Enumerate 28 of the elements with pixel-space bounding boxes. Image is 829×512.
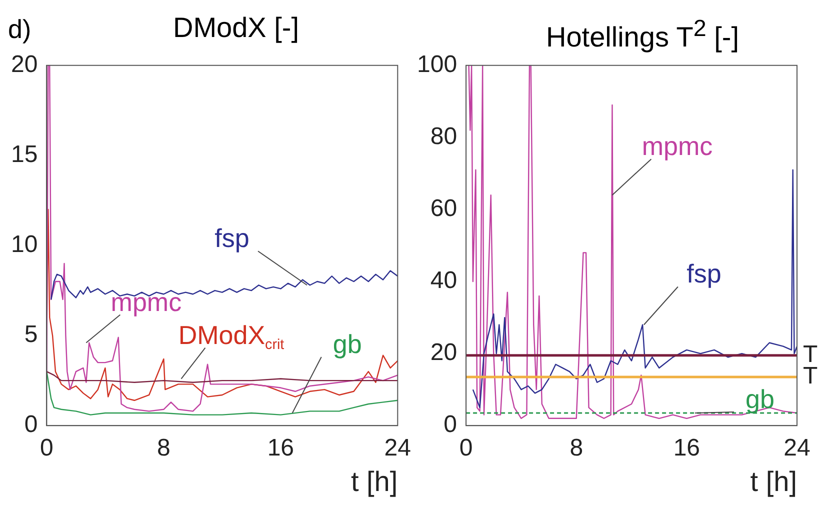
annotation: fsp: [214, 223, 250, 254]
x-tick-label: 24: [784, 434, 810, 462]
annotation: mpmc: [110, 286, 182, 317]
annotation: gb: [745, 384, 774, 414]
y-tick-label: 60: [430, 195, 458, 222]
chart-title: Hotellings T$^{2}$ [-]: [545, 14, 740, 52]
annotation: fsp: [686, 258, 722, 289]
y-tick-label: 20: [430, 339, 458, 366]
y-tick-label: 0: [24, 411, 38, 438]
x-tick-label: 8: [570, 434, 584, 462]
x-axis-title: t [h]: [350, 466, 398, 497]
annotation: gb: [332, 328, 362, 359]
chart-title: DModX [-]: [172, 12, 300, 43]
y-tick-label: 10: [10, 231, 38, 258]
y-tick-label: 20: [10, 51, 38, 78]
x-axis-title: t [h]: [750, 466, 797, 497]
y-tick-label: 80: [430, 123, 458, 150]
y-tick-label: 15: [10, 141, 38, 168]
y-tick-label: 40: [430, 267, 458, 294]
y-tick-label: 100: [416, 51, 458, 78]
x-tick-label: 24: [384, 434, 412, 462]
x-tick-label: 8: [157, 434, 170, 462]
y-tick-label: 0: [444, 411, 458, 438]
y-tick-label: 5: [24, 321, 38, 348]
annotation: mpmc: [642, 131, 713, 162]
x-tick-label: 16: [673, 434, 700, 462]
x-tick-label: 16: [267, 434, 294, 462]
text: d): [8, 14, 32, 45]
